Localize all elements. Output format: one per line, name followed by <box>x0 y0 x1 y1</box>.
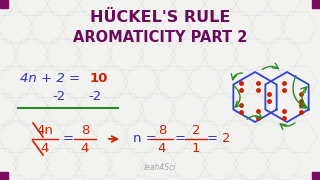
Text: HÜCKEL'S RULE: HÜCKEL'S RULE <box>90 10 230 24</box>
Text: =: = <box>62 132 74 145</box>
Text: -2: -2 <box>52 89 65 102</box>
Text: 8: 8 <box>158 123 166 136</box>
Text: 8: 8 <box>81 123 89 136</box>
Text: AROMATICITY PART 2: AROMATICITY PART 2 <box>73 30 247 46</box>
Text: 4n: 4n <box>36 123 53 136</box>
Text: 4n + 2 =: 4n + 2 = <box>20 71 80 84</box>
Text: 2: 2 <box>222 132 230 145</box>
Bar <box>312 0 320 8</box>
Bar <box>312 172 320 180</box>
Text: 1: 1 <box>192 141 200 154</box>
Text: leah4Sci: leah4Sci <box>144 163 176 172</box>
Text: =: = <box>174 132 186 145</box>
Text: n =: n = <box>133 132 157 145</box>
Text: 2: 2 <box>192 123 200 136</box>
Text: 10: 10 <box>90 71 108 84</box>
Bar <box>0 172 8 180</box>
Text: -2: -2 <box>88 89 101 102</box>
Text: =: = <box>206 132 218 145</box>
Text: 4: 4 <box>41 141 49 154</box>
Text: 4: 4 <box>158 141 166 154</box>
Bar <box>0 0 8 8</box>
Text: 4: 4 <box>81 141 89 154</box>
